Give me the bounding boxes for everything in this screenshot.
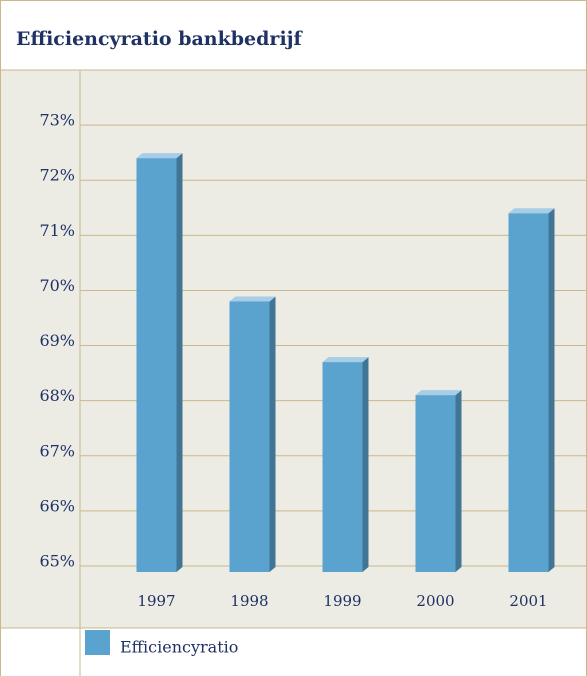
chart-title: Efficiencyratio bankbedrijf bbox=[16, 28, 304, 50]
y-tick-label: 65% bbox=[39, 552, 75, 571]
y-tick-label: 69% bbox=[39, 331, 75, 350]
bar bbox=[229, 301, 270, 572]
x-tick-label: 2001 bbox=[509, 592, 547, 610]
bar-top bbox=[229, 296, 276, 302]
bar-top bbox=[415, 390, 462, 396]
y-tick-label: 67% bbox=[39, 441, 75, 460]
y-tick-label: 70% bbox=[39, 276, 75, 295]
legend-swatch bbox=[85, 630, 110, 655]
bar-side bbox=[269, 296, 276, 572]
x-tick-label: 1999 bbox=[323, 592, 361, 610]
bar-side bbox=[176, 153, 183, 572]
plot-background bbox=[0, 70, 587, 628]
bar-top bbox=[508, 208, 555, 214]
bar-top bbox=[322, 357, 369, 363]
bar bbox=[508, 213, 549, 573]
x-tick-label: 1997 bbox=[137, 592, 175, 610]
y-tick-label: 68% bbox=[39, 386, 75, 405]
x-tick-label: 2000 bbox=[416, 592, 454, 610]
bar-side bbox=[455, 390, 462, 572]
y-tick-label: 66% bbox=[39, 496, 75, 515]
bar bbox=[136, 158, 177, 572]
x-tick-label: 1998 bbox=[230, 592, 268, 610]
bar-side bbox=[548, 208, 555, 573]
bar bbox=[322, 362, 363, 572]
y-tick-label: 71% bbox=[39, 221, 75, 240]
bar-top bbox=[136, 153, 183, 159]
bar bbox=[415, 395, 456, 572]
legend-label: Efficiencyratio bbox=[120, 638, 238, 657]
y-tick-label: 73% bbox=[39, 111, 75, 130]
y-tick-label: 72% bbox=[39, 166, 75, 185]
bar-side bbox=[362, 357, 369, 572]
